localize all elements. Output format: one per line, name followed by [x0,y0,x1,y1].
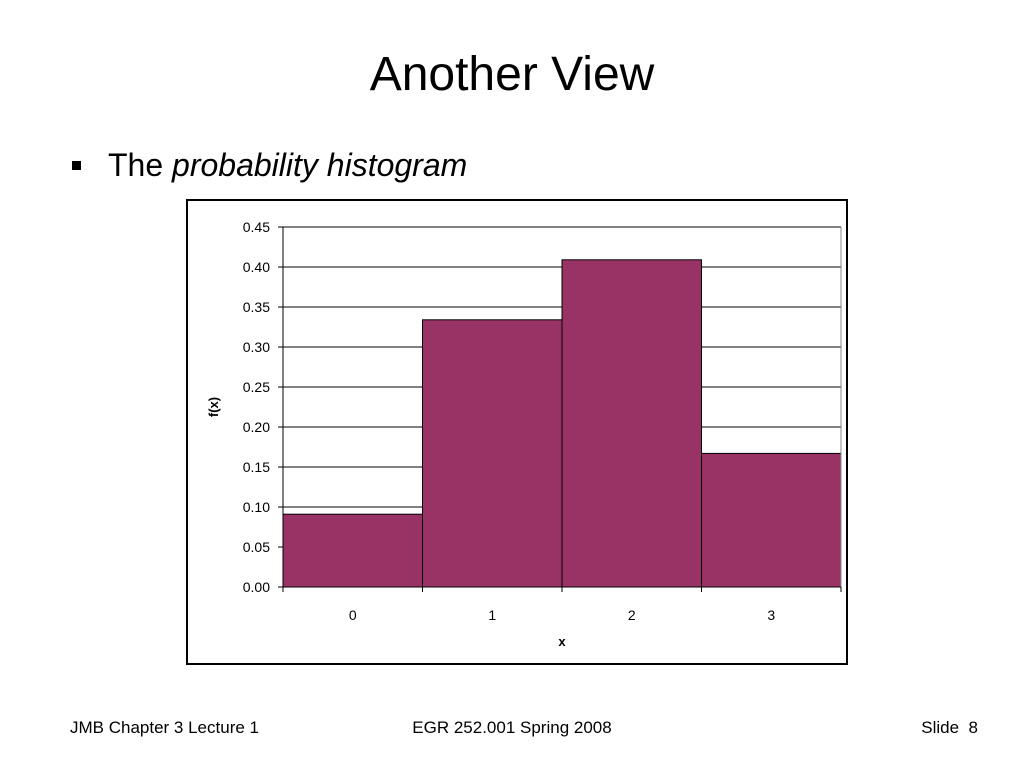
x-tick-label: 2 [628,607,636,623]
y-tick-label: 0.40 [243,259,270,275]
y-tick-label: 0.15 [243,459,270,475]
histogram-bar [561,259,702,588]
x-axis-title: x [558,634,566,649]
slide-title: Another View [369,48,655,101]
y-tick-label: 0.10 [243,499,270,515]
footer-course-chapter: JMB Chapter 3 Lecture 1 [70,718,259,737]
slide-label: Slide [921,718,960,737]
y-tick-label: 0.20 [243,419,270,435]
footer-slide-number: Slide 8 [921,716,978,740]
slide-number: 8 [968,718,978,737]
x-tick-label: 3 [767,607,775,623]
y-tick-label: 0.05 [243,539,270,555]
square-bullet-icon [72,160,81,170]
histogram-bar [282,513,423,588]
bullet-prefix: The [108,147,173,183]
x-tick-label: 1 [488,607,496,623]
probability-histogram-chart: 0.00 0.05 0.10 0.15 0.20 0.25 0.30 0.35 0.40 0.45… [206,219,842,649]
y-tick-label: 0.00 [243,579,270,595]
histogram-bar [701,452,842,588]
y-tick-label: 0.30 [243,339,270,355]
bullet-emphasis: probability histogram [172,147,468,183]
x-tick-label: 0 [349,607,357,623]
y-axis-title: f(x) [206,397,221,417]
y-tick-label: 0.25 [243,379,270,395]
chart-frame: 0.00 0.05 0.10 0.15 0.20 0.25 0.30 0.35 0.40 0.45… [186,199,848,665]
histogram-bar [422,319,563,588]
y-tick-label: 0.35 [243,299,270,315]
bullet-item: The probability histogram [72,143,467,187]
bullet-text: The probability histogram [108,143,467,187]
y-tick-label: 0.45 [243,219,270,235]
footer-course-term: EGR 252.001 Spring 2008 [412,718,612,737]
